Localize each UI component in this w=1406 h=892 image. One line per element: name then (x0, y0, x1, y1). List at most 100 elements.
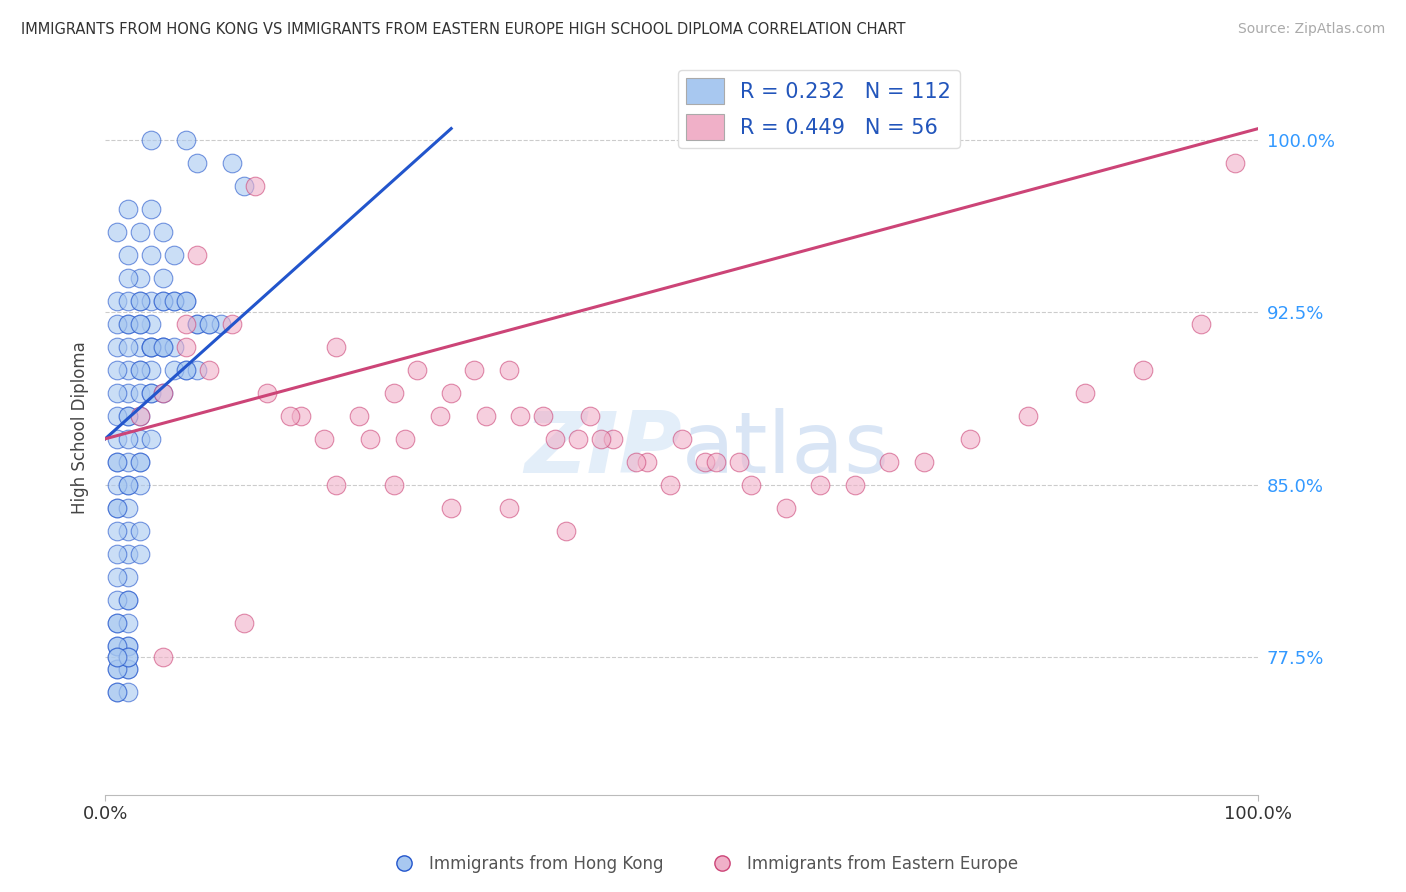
Point (174, 293, 197, 308)
Point (105, 455, 128, 469)
Point (659, 477, 682, 491)
Point (1074, 385, 1097, 400)
Point (602, 432, 624, 446)
Point (128, 271, 150, 285)
Point (128, 340, 150, 354)
Point (117, 317, 139, 331)
Point (959, 432, 981, 446)
Point (117, 317, 139, 331)
Point (243, 179, 266, 194)
Point (256, 385, 278, 400)
Point (290, 409, 312, 423)
Point (128, 317, 150, 331)
Point (141, 385, 163, 400)
Point (567, 432, 589, 446)
Point (347, 409, 370, 423)
Point (429, 409, 451, 423)
Point (163, 293, 186, 308)
Point (141, 340, 163, 354)
Point (314, 432, 336, 446)
Point (141, 317, 163, 331)
Point (186, 317, 208, 331)
Point (198, 317, 221, 331)
Point (117, 477, 139, 491)
Point (141, 202, 163, 216)
Point (128, 409, 150, 423)
Point (128, 432, 150, 446)
Text: ZIP: ZIP (524, 408, 682, 491)
Point (105, 225, 128, 239)
Point (105, 293, 128, 308)
Point (105, 524, 128, 538)
Point (221, 317, 243, 331)
Point (105, 684, 128, 698)
Point (141, 385, 163, 400)
Point (209, 317, 232, 331)
Point (844, 477, 866, 491)
Point (117, 455, 139, 469)
Point (325, 340, 347, 354)
Point (152, 225, 174, 239)
Point (117, 662, 139, 676)
Point (117, 662, 139, 676)
Point (105, 409, 128, 423)
Point (105, 639, 128, 653)
Point (105, 650, 128, 665)
Point (141, 432, 163, 446)
Point (186, 363, 208, 377)
Point (128, 477, 150, 491)
Point (544, 432, 567, 446)
Point (163, 293, 186, 308)
Point (463, 363, 485, 377)
Point (325, 477, 347, 491)
Point (174, 317, 197, 331)
Point (128, 225, 150, 239)
Point (382, 477, 405, 491)
Point (128, 363, 150, 377)
Point (278, 409, 301, 423)
Point (232, 179, 254, 194)
Point (105, 592, 128, 607)
Point (198, 363, 221, 377)
Point (105, 363, 128, 377)
Point (152, 385, 174, 400)
Point (808, 477, 831, 491)
Point (117, 650, 139, 665)
Point (578, 409, 600, 423)
Point (474, 409, 496, 423)
Point (152, 293, 174, 308)
Point (105, 455, 128, 469)
Point (405, 363, 427, 377)
Point (141, 363, 163, 377)
Point (141, 293, 163, 308)
Point (117, 524, 139, 538)
Point (128, 547, 150, 561)
Point (879, 455, 901, 469)
Text: atlas: atlas (682, 408, 890, 491)
Point (174, 293, 197, 308)
Point (128, 293, 150, 308)
Point (117, 477, 139, 491)
Point (105, 639, 128, 653)
Point (186, 156, 208, 170)
Point (117, 639, 139, 653)
Point (128, 293, 150, 308)
Point (912, 455, 935, 469)
Point (186, 317, 208, 331)
Point (117, 385, 139, 400)
Point (105, 500, 128, 515)
Point (141, 248, 163, 262)
Point (533, 409, 555, 423)
Point (693, 455, 716, 469)
Point (198, 317, 221, 331)
Point (1017, 409, 1039, 423)
Point (498, 363, 520, 377)
Point (117, 271, 139, 285)
Point (105, 684, 128, 698)
Point (117, 340, 139, 354)
Point (105, 662, 128, 676)
Point (555, 524, 578, 538)
Point (440, 500, 463, 515)
Point (1225, 156, 1247, 170)
Point (498, 500, 520, 515)
